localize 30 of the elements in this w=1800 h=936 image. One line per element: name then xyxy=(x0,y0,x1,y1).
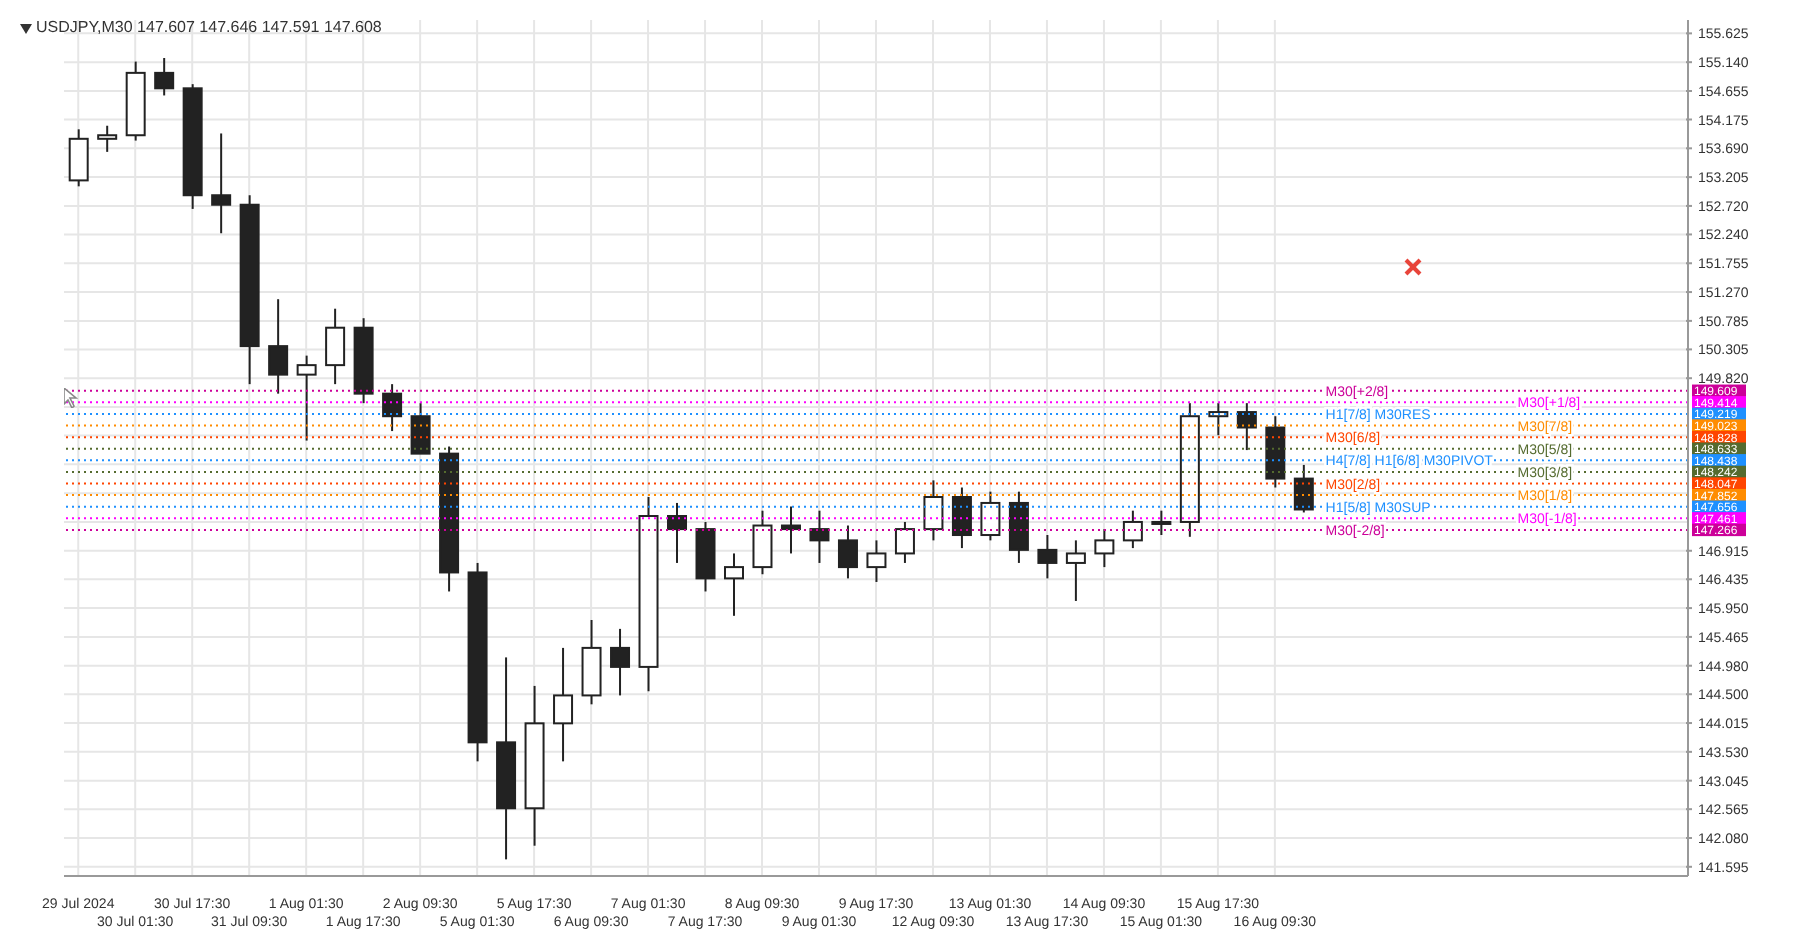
candlestick xyxy=(809,509,830,564)
candlestick xyxy=(1236,402,1257,452)
candlestick xyxy=(553,646,574,763)
candlestick xyxy=(1065,539,1086,602)
chart-title: USDJPY,M30 147.607 147.646 147.591 147.608 xyxy=(36,18,382,36)
candlestick xyxy=(1151,509,1172,537)
candlestick xyxy=(325,307,346,386)
candlestick xyxy=(581,618,602,706)
candlestick xyxy=(211,132,232,235)
candlestick xyxy=(382,383,403,433)
candlestick xyxy=(923,479,944,542)
candlestick xyxy=(1094,528,1115,569)
candlestick xyxy=(724,552,744,617)
candlestick xyxy=(980,490,1001,542)
candlestick xyxy=(752,509,773,576)
candlestick xyxy=(296,354,317,442)
candlestick xyxy=(268,298,289,395)
candlestick xyxy=(68,128,89,188)
candlestick xyxy=(610,627,631,697)
candlestick xyxy=(951,486,972,550)
candlestick xyxy=(894,520,915,564)
candlestick xyxy=(837,524,858,580)
candlestick xyxy=(1037,534,1058,580)
candlestick xyxy=(866,539,887,583)
candlestick xyxy=(97,124,118,153)
candlestick xyxy=(1122,509,1143,550)
candlestick xyxy=(667,501,688,564)
candlestick xyxy=(1008,490,1029,564)
candlestick xyxy=(154,57,175,97)
candlestick xyxy=(410,402,431,455)
